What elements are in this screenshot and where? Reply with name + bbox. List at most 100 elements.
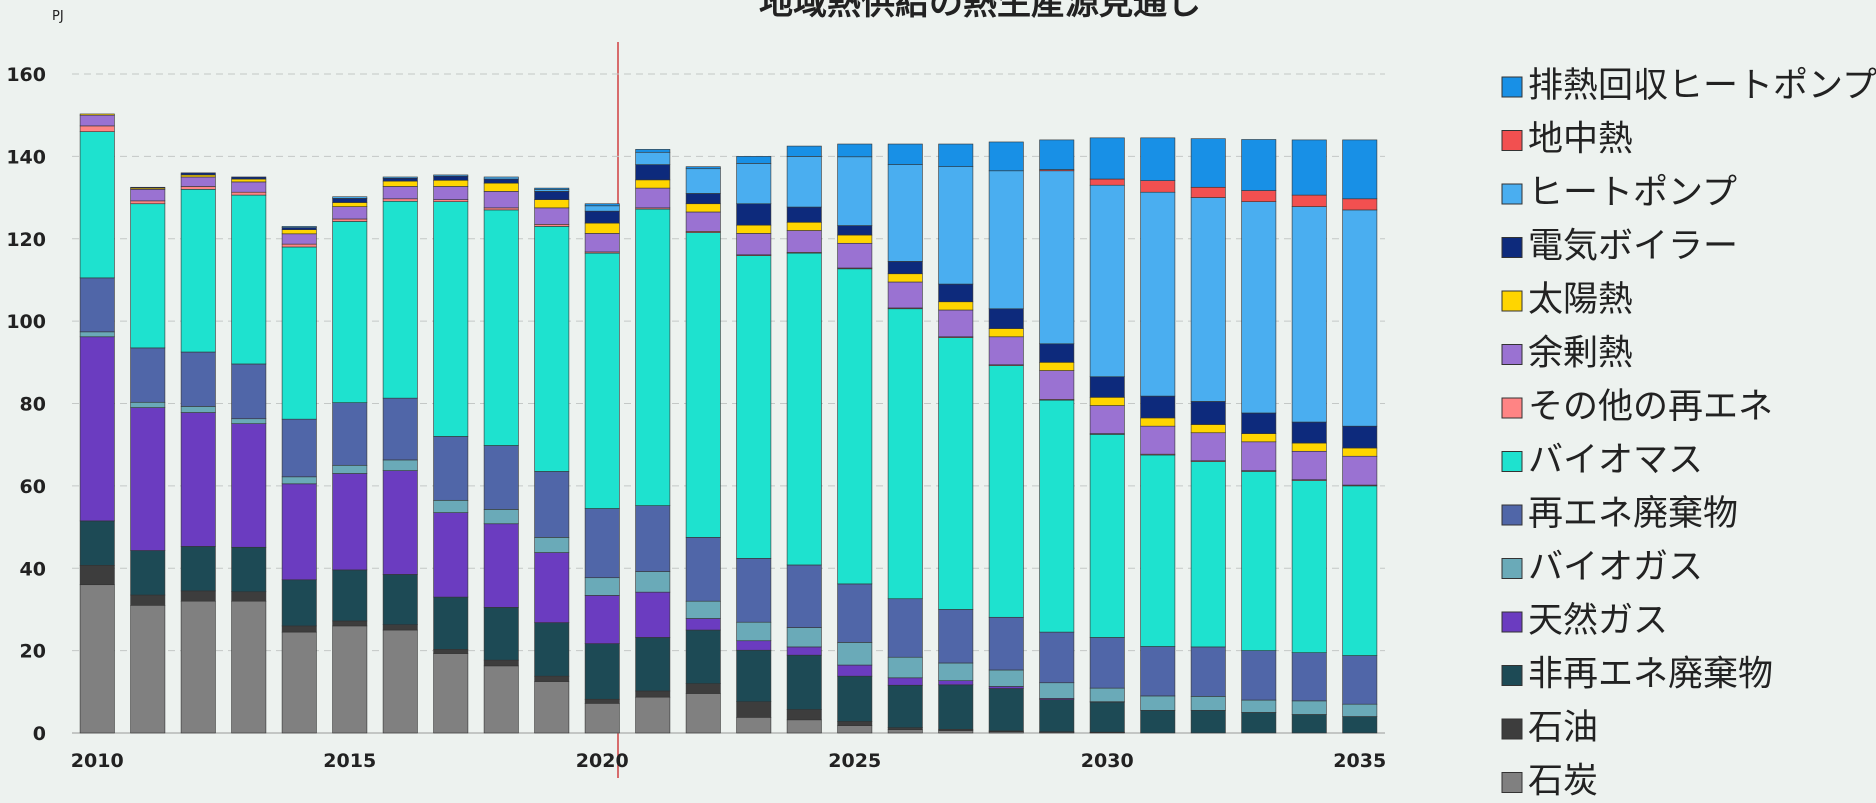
bar-segment (180, 590, 216, 602)
bar-segment (1140, 646, 1176, 697)
legend-label: 太陽熱 (1528, 280, 1633, 320)
bar-segment (1089, 397, 1125, 406)
bar-segment (332, 196, 368, 199)
bar-segment (130, 200, 166, 205)
bar-segment (635, 179, 671, 189)
bar-segment (938, 662, 974, 681)
bar-segment (382, 624, 418, 631)
bar-segment (534, 675, 570, 682)
bar-segment (584, 643, 620, 700)
x-tick-label: 2020 (576, 750, 629, 772)
bar-segment (1039, 139, 1075, 170)
legend-swatch (1501, 665, 1523, 686)
bar-segment (180, 412, 216, 547)
bar-segment (736, 649, 772, 702)
bar-segment (1342, 139, 1378, 200)
bar-segment (736, 163, 772, 205)
bar-segment (433, 512, 469, 598)
bar-segment (837, 725, 873, 734)
bar-segment (988, 365, 1024, 618)
bar-segment (837, 583, 873, 643)
bar-segment (130, 550, 166, 596)
legend-swatch (1501, 237, 1523, 258)
bar-segment (1241, 650, 1277, 701)
legend-label: 排熱回収ヒートポンプ (1528, 66, 1876, 106)
bar-segment (382, 177, 418, 182)
bar-segment (635, 149, 671, 153)
bar-segment (1291, 652, 1327, 702)
bar-segment (231, 363, 267, 420)
bar-segment (1089, 376, 1125, 398)
bar-segment (786, 654, 822, 710)
legend-swatch (1501, 504, 1523, 526)
legend-label: 石炭 (1528, 762, 1598, 802)
bar-segment (1190, 696, 1226, 711)
bar-segment (887, 598, 923, 658)
bar-segment (1140, 180, 1176, 193)
bar-segment (534, 207, 570, 225)
bar-segment (887, 729, 923, 734)
bar-segment (79, 277, 115, 333)
bar-segment (736, 203, 772, 226)
bar-segment (433, 649, 469, 654)
bar-segment (281, 418, 317, 478)
bar-segment (837, 242, 873, 269)
bar-segment (1190, 646, 1226, 697)
bar-segment (736, 558, 772, 623)
bar-segment (1291, 139, 1327, 196)
bar-segment (79, 125, 115, 132)
bar-segment (382, 574, 418, 625)
legend-swatch (1501, 451, 1523, 472)
bar-segment (584, 203, 620, 207)
bar-segment (635, 571, 671, 593)
bar-segment (1039, 343, 1075, 363)
bar-segment (887, 261, 923, 275)
bar-segment (685, 537, 721, 602)
bar-segment (584, 222, 620, 234)
bar-segment (534, 537, 570, 553)
bar-segment (79, 336, 115, 522)
bar-segment (130, 401, 166, 408)
bar-segment (534, 187, 570, 190)
y-tick-label: 80 (20, 394, 46, 416)
bar-segment (887, 727, 923, 731)
x-tick-label: 2015 (323, 750, 376, 772)
bar-segment (786, 627, 822, 648)
bar-segment (635, 591, 671, 638)
bar-segment (584, 595, 620, 644)
legend-label: バイオガス (1528, 548, 1703, 588)
bar-segment (281, 476, 317, 485)
bar-segment (1089, 405, 1125, 434)
legend-swatch (1501, 772, 1523, 793)
bar-segment (837, 721, 873, 726)
bar-segment (483, 182, 519, 192)
bar-segment (837, 156, 873, 226)
bar-segment (281, 625, 317, 633)
bar-segment (988, 669, 1024, 687)
bar-segment (332, 402, 368, 466)
bar-segment (1190, 710, 1226, 734)
bar-segment (786, 252, 822, 566)
bar-segment (534, 189, 570, 192)
bar-segment (332, 218, 368, 222)
bar-segment (786, 646, 822, 656)
bar-segment (584, 233, 620, 253)
bar-segment (231, 600, 267, 734)
bar-segment (1291, 206, 1327, 423)
bar-segment (1089, 701, 1125, 733)
bar-segment (332, 206, 368, 220)
bar-segment (1342, 425, 1378, 449)
y-tick-label: 60 (20, 476, 46, 498)
bar-segment (635, 208, 671, 506)
bar-segment (635, 187, 671, 209)
bar-segment (685, 629, 721, 684)
legend-label: 天然ガス (1528, 601, 1668, 641)
legend-label: ヒートポンプ (1528, 173, 1737, 213)
bar-segment (483, 191, 519, 209)
bar-segment (1190, 197, 1226, 402)
bar-segment (130, 605, 166, 734)
x-tick-label: 2010 (71, 750, 124, 772)
bar-segment (1140, 191, 1176, 397)
bar-segment (534, 622, 570, 677)
bar-segment (281, 226, 317, 228)
